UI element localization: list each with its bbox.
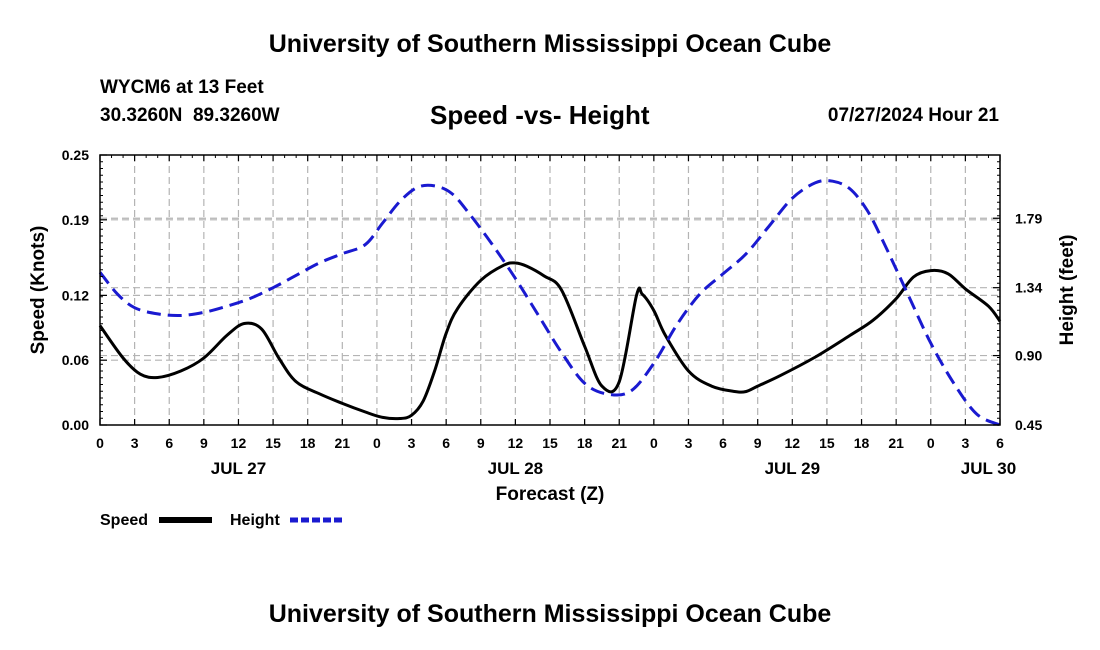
x-tick-label: 0 [96, 435, 104, 451]
legend-height-label: Height [230, 512, 280, 529]
x-tick-label: 21 [888, 435, 904, 451]
y-tick-label: 0.12 [62, 287, 89, 303]
chart-title: University of Southern Mississippi Ocean… [268, 30, 832, 58]
x-tick-label: 0 [373, 435, 381, 451]
x-tick-label: 9 [754, 435, 762, 451]
x-tick-label: 15 [542, 435, 558, 451]
y2-axis-label: Height (feet) [1057, 235, 1078, 346]
x-tick-label: 18 [300, 435, 316, 451]
x-tick-label: 21 [335, 435, 351, 451]
day-label: JUL 28 [488, 459, 543, 478]
y2-tick-label: 0.45 [1015, 417, 1042, 433]
day-label: JUL 30 [961, 459, 1016, 478]
y-axis-label: Speed (Knots) [28, 226, 49, 355]
x-tick-label: 9 [200, 435, 208, 451]
x-tick-label: 12 [508, 435, 524, 451]
x-tick-label: 18 [577, 435, 593, 451]
x-tick-label: 3 [961, 435, 969, 451]
x-tick-label: 3 [685, 435, 693, 451]
day-label: JUL 29 [765, 459, 820, 478]
x-tick-label: 9 [477, 435, 485, 451]
x-tick-label: 6 [165, 435, 173, 451]
x-tick-label: 6 [442, 435, 450, 451]
x-tick-label: 0 [650, 435, 658, 451]
height-series-line [98, 179, 1001, 427]
grid [100, 155, 1000, 425]
x-tick-label: 12 [231, 435, 247, 451]
x-tick-label: 0 [927, 435, 935, 451]
axes: 0 3 6 9 12 15 18 21 0 3 6 9 12 15 18 21 0 3 6 9 12 15 18 21 0 3 60… [28, 147, 1078, 505]
x-tick-label: 21 [611, 435, 627, 451]
x-tick-label: 6 [996, 435, 1004, 451]
station-label: WYCM6 at 13 Feet [100, 77, 264, 98]
y-tick-label: 0.25 [62, 147, 89, 163]
x-tick-label: 15 [265, 435, 281, 451]
station-coordinates: 30.3260N 89.3260W [100, 105, 280, 126]
y-tick-label: 0.19 [62, 212, 89, 228]
y-tick-label: 0.06 [62, 352, 89, 368]
x-tick-label: 3 [408, 435, 416, 451]
y2-tick-label: 1.34 [1015, 280, 1042, 296]
x-tick-label: 6 [719, 435, 727, 451]
series-layer [98, 179, 1002, 427]
forecast-datetime: 07/27/2024 Hour 21 [827, 105, 999, 126]
x-tick-label: 18 [854, 435, 870, 451]
speed-series-line [98, 261, 1002, 421]
chart-subtitle: Speed -vs- Height [430, 100, 650, 130]
x-tick-label: 3 [131, 435, 139, 451]
y2-tick-label: 0.90 [1015, 348, 1042, 364]
legend: Speed Height [100, 512, 343, 529]
y2-tick-label: 1.79 [1015, 210, 1042, 226]
x-tick-label: 12 [785, 435, 801, 451]
x-axis-label: Forecast (Z) [496, 484, 605, 505]
legend-speed-label: Speed [100, 512, 148, 529]
day-label: JUL 27 [211, 459, 266, 478]
y-tick-label: 0.00 [62, 417, 89, 433]
x-tick-label: 15 [819, 435, 835, 451]
footer-title: University of Southern Mississippi Ocean… [268, 600, 832, 628]
